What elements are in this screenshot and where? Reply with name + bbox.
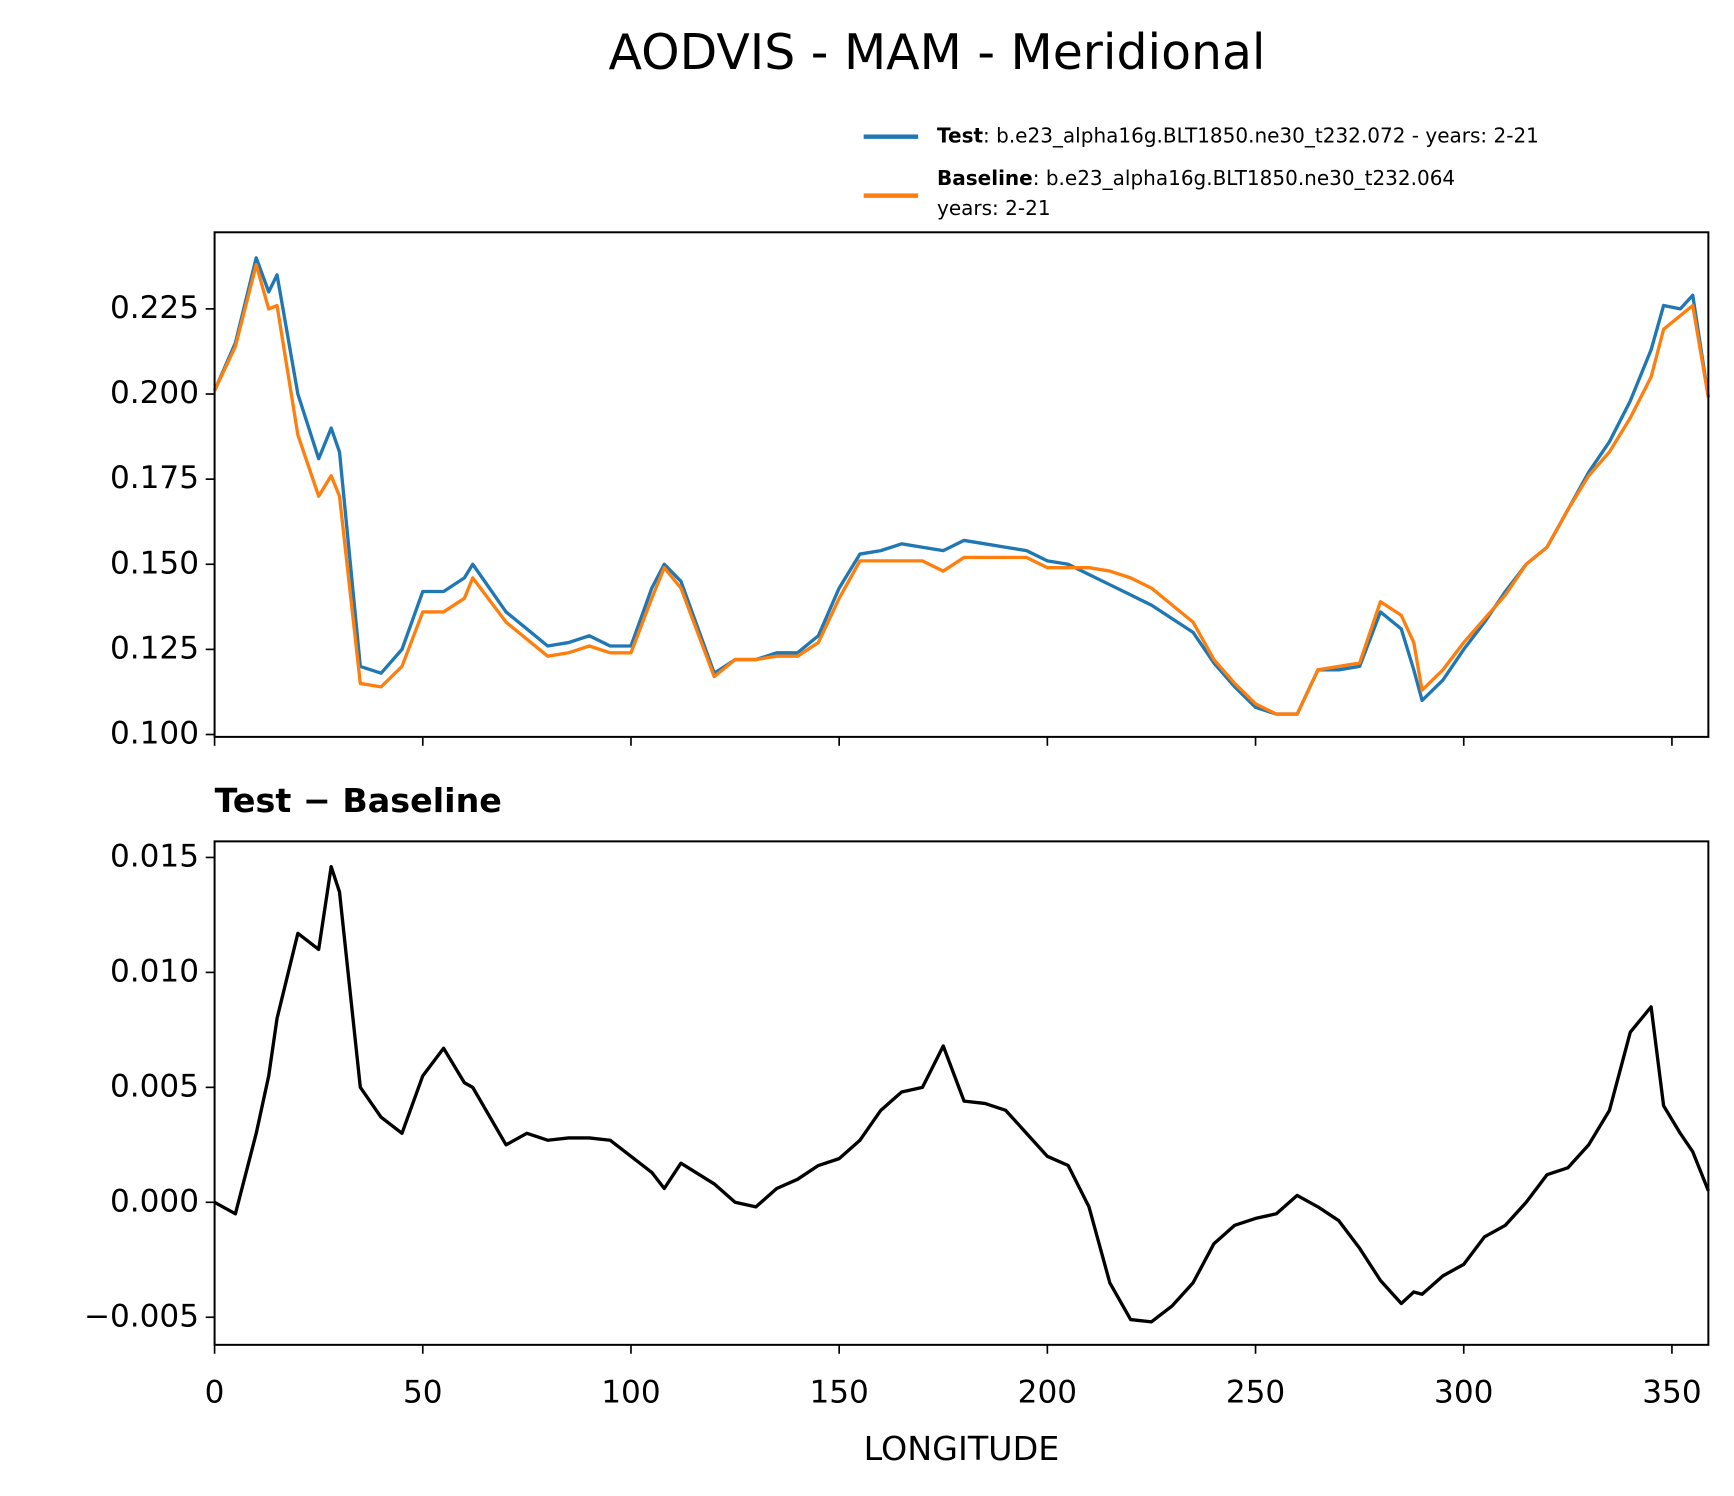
- x-tick-label: 200: [1018, 1375, 1077, 1411]
- x-tick-label: 100: [601, 1375, 660, 1411]
- x-tick-label: 250: [1226, 1375, 1285, 1411]
- legend-name: Test: [937, 123, 983, 147]
- legend-label: years: 2-21: [937, 195, 1051, 219]
- subplot-title: Test − Baseline: [215, 781, 502, 820]
- x-tick-label: 300: [1434, 1375, 1493, 1411]
- plot-frame: [213, 231, 1710, 738]
- y-tick-label: 0.100: [110, 716, 199, 752]
- y-tick-label: 0.010: [110, 953, 199, 989]
- y-tick-label: 0.015: [110, 838, 199, 874]
- x-axis-label: LONGITUDE: [864, 1429, 1060, 1468]
- x-tick-label: 50: [403, 1375, 443, 1411]
- x-tick-label: 150: [809, 1375, 868, 1411]
- legend-label: Baseline: b.e23_alpha16g.BLT1850.ne30_t2…: [937, 165, 1455, 189]
- data-line: [213, 864, 1710, 1324]
- y-tick-label: 0.125: [110, 630, 199, 666]
- legend-description: : b.e23_alpha16g.BLT1850.ne30_t232.064: [1033, 165, 1455, 189]
- plot-frame: [213, 840, 1710, 1346]
- y-tick-label: 0.150: [110, 545, 199, 581]
- x-tick-label: 350: [1642, 1375, 1701, 1411]
- legend-description: : b.e23_alpha16g.BLT1850.ne30_t232.072 -…: [983, 123, 1539, 147]
- y-tick-label: −0.005: [84, 1298, 199, 1334]
- figure-title: AODVIS - MAM - Meridional: [609, 24, 1266, 81]
- legend-description: years: 2-21: [937, 195, 1051, 219]
- data-line: [213, 262, 1711, 716]
- y-tick-label: 0.000: [110, 1183, 199, 1219]
- x-tick-label: 0: [205, 1375, 225, 1411]
- y-tick-label: 0.225: [110, 290, 199, 326]
- y-tick-label: 0.005: [110, 1068, 199, 1104]
- data-line: [213, 256, 1711, 716]
- legend-name: Baseline: [937, 165, 1033, 189]
- legend-label: Test: b.e23_alpha16g.BLT1850.ne30_t232.0…: [937, 123, 1539, 147]
- y-tick-label: 0.175: [110, 460, 199, 496]
- y-tick-label: 0.200: [110, 375, 199, 411]
